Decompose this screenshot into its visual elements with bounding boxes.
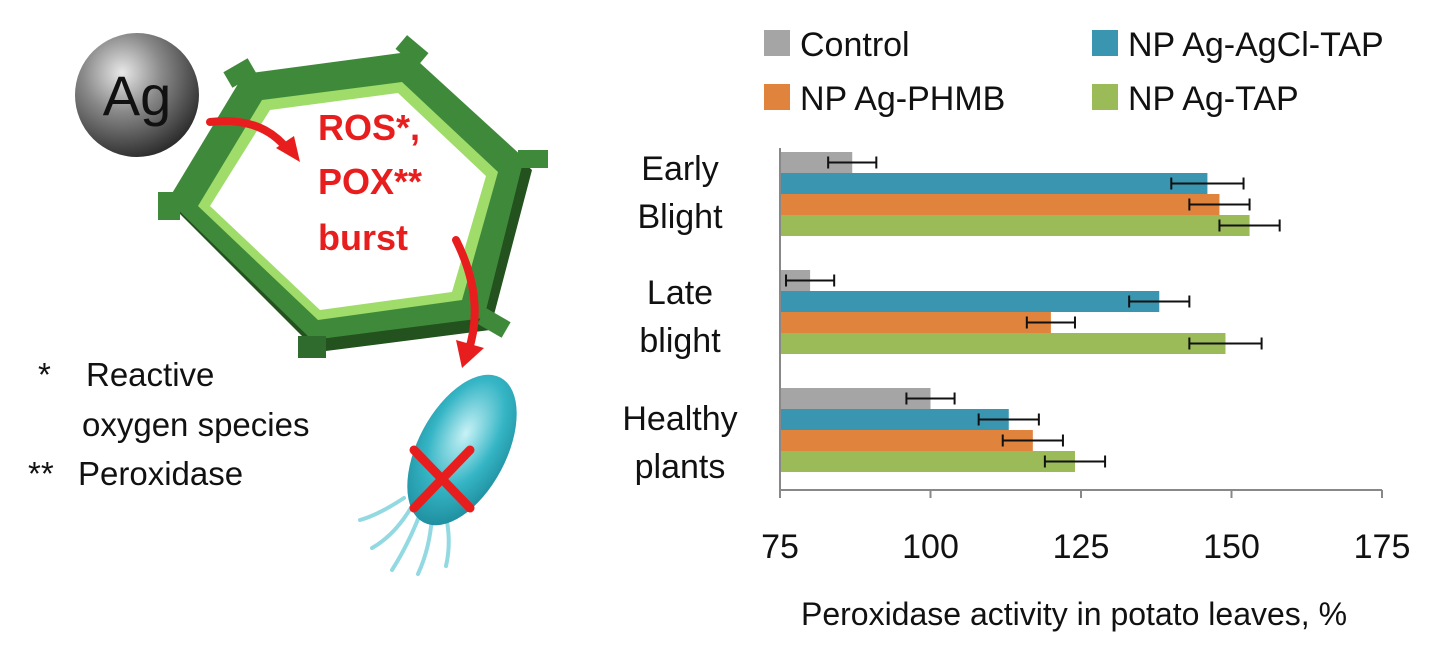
- arrow-icon-ag-to-cell: [206, 117, 300, 162]
- burst-line-1: ROS*,: [318, 107, 420, 148]
- bar-0-3: [780, 215, 1250, 236]
- x-tick-label-4: 175: [1354, 528, 1411, 566]
- error-bar-2-1: [977, 413, 1040, 426]
- legend-swatch-1: [1092, 30, 1118, 56]
- category-label-0-0: Early: [641, 150, 718, 188]
- footnote-text-1b: oxygen species: [82, 406, 310, 443]
- legend-label-3: NP Ag-TAP: [1128, 80, 1299, 118]
- x-tick-label-1: 100: [902, 528, 959, 566]
- bar-2-2: [780, 430, 1033, 451]
- bar-2-3: [780, 451, 1075, 472]
- category-label-0-1: Blight: [637, 198, 723, 236]
- silver-nanoparticle-sphere: Ag: [75, 33, 199, 157]
- bar-0-1: [780, 173, 1208, 194]
- burst-line-3: burst: [318, 217, 408, 258]
- burst-line-2: POX**: [318, 161, 422, 202]
- x-tick-label-0: 75: [761, 528, 799, 566]
- bar-0-0: [780, 152, 853, 173]
- cross-mark-icon: [409, 445, 475, 513]
- error-bar-1-1: [1128, 295, 1191, 308]
- ag-label: Ag: [103, 64, 172, 127]
- bar-series: [780, 152, 1281, 472]
- error-bar-1-0: [785, 274, 836, 287]
- category-label-1-0: Late: [647, 274, 713, 312]
- category-labels: Early Blight Late blight Healthy plants: [622, 150, 737, 486]
- error-bar-2-2: [1001, 434, 1064, 447]
- chart-legend: Control NP Ag-AgCl-TAP NP Ag-PHMB NP Ag-TAP: [764, 26, 1384, 118]
- footnote-text-1: Reactive: [86, 356, 215, 393]
- error-bar-0-0: [827, 156, 878, 169]
- legend-swatch-0: [764, 30, 790, 56]
- footnote-marker-2: **: [28, 455, 54, 492]
- error-bar-0-2: [1188, 198, 1251, 211]
- legend-label-1: NP Ag-AgCl-TAP: [1128, 26, 1384, 64]
- legend-swatch-3: [1092, 84, 1118, 110]
- error-bar-0-3: [1218, 219, 1281, 232]
- x-axis: 75 100 125 150 175: [761, 148, 1410, 566]
- legend-label-0: Control: [800, 26, 910, 64]
- category-label-1-1: blight: [639, 322, 721, 360]
- x-tick-label-2: 125: [1053, 528, 1110, 566]
- category-label-2-0: Healthy: [622, 400, 737, 438]
- footnote-text-2: Peroxidase: [78, 455, 244, 492]
- peroxidase-bar-chart: Control NP Ag-AgCl-TAP NP Ag-PHMB NP Ag-TAP…: [622, 26, 1410, 632]
- arrow-icon-cell-to-bacterium: [452, 236, 484, 368]
- burst-text: ROS*, POX** burst: [318, 107, 422, 258]
- error-bar-1-3: [1188, 337, 1263, 350]
- bar-1-1: [780, 291, 1160, 312]
- bar-1-2: [780, 312, 1051, 333]
- bar-0-2: [780, 194, 1220, 215]
- x-tick-label-3: 150: [1203, 528, 1260, 566]
- category-label-2-1: plants: [635, 448, 726, 486]
- bar-2-0: [780, 388, 931, 409]
- bar-1-3: [780, 333, 1226, 354]
- bar-2-1: [780, 409, 1009, 430]
- x-axis-title: Peroxidase activity in potato leaves, %: [801, 596, 1347, 632]
- legend-label-2: NP Ag-PHMB: [800, 80, 1005, 118]
- error-bar-1-2: [1025, 316, 1076, 329]
- error-bar-2-3: [1043, 455, 1107, 468]
- legend-swatch-2: [764, 84, 790, 110]
- error-bar-0-1: [1170, 177, 1245, 190]
- mechanism-illustration: Ag ROS*, POX** burst: [75, 33, 548, 576]
- footnote-marker-1: *: [38, 356, 51, 393]
- error-bar-2-0: [905, 392, 956, 405]
